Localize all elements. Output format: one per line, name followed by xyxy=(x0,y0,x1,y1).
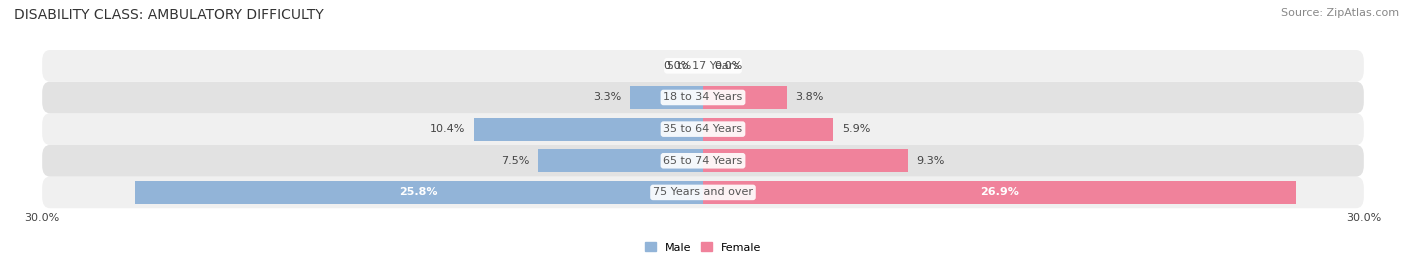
FancyBboxPatch shape xyxy=(42,82,1364,113)
Text: 5 to 17 Years: 5 to 17 Years xyxy=(666,61,740,71)
Text: 3.3%: 3.3% xyxy=(593,93,621,102)
Bar xyxy=(703,181,1295,204)
Bar xyxy=(135,181,703,204)
FancyBboxPatch shape xyxy=(42,50,1364,82)
FancyBboxPatch shape xyxy=(42,145,1364,176)
Bar xyxy=(703,149,908,172)
Text: 25.8%: 25.8% xyxy=(399,187,439,197)
Text: 9.3%: 9.3% xyxy=(917,156,945,166)
Bar xyxy=(630,86,703,109)
FancyBboxPatch shape xyxy=(42,176,1364,208)
FancyBboxPatch shape xyxy=(42,113,1364,145)
Text: 35 to 64 Years: 35 to 64 Years xyxy=(664,124,742,134)
Text: 5.9%: 5.9% xyxy=(842,124,870,134)
Legend: Male, Female: Male, Female xyxy=(645,242,761,253)
Text: 10.4%: 10.4% xyxy=(430,124,465,134)
Text: 0.0%: 0.0% xyxy=(664,61,692,71)
Text: DISABILITY CLASS: AMBULATORY DIFFICULTY: DISABILITY CLASS: AMBULATORY DIFFICULTY xyxy=(14,8,323,22)
Text: 65 to 74 Years: 65 to 74 Years xyxy=(664,156,742,166)
Text: 0.0%: 0.0% xyxy=(714,61,742,71)
Bar xyxy=(537,149,703,172)
Text: 3.8%: 3.8% xyxy=(796,93,824,102)
Text: 7.5%: 7.5% xyxy=(501,156,529,166)
Bar xyxy=(703,118,832,140)
Text: 18 to 34 Years: 18 to 34 Years xyxy=(664,93,742,102)
Text: Source: ZipAtlas.com: Source: ZipAtlas.com xyxy=(1281,8,1399,18)
Text: 26.9%: 26.9% xyxy=(980,187,1019,197)
Bar xyxy=(474,118,703,140)
Bar xyxy=(703,86,787,109)
Text: 75 Years and over: 75 Years and over xyxy=(652,187,754,197)
